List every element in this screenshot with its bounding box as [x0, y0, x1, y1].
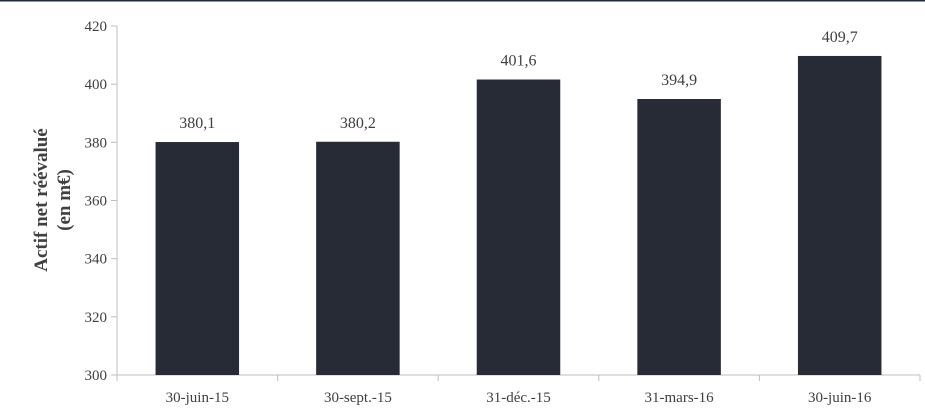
- y-tick-label: 300: [85, 368, 108, 384]
- y-tick-label: 360: [85, 194, 108, 210]
- y-axis-title-line-2: (en m€): [54, 169, 75, 231]
- data-labels: 380,1 380,2 401,6 394,9 409,7: [179, 29, 857, 132]
- data-label: 401,6: [501, 53, 537, 70]
- bar: [476, 79, 561, 375]
- y-axis-title: Actif net réévalué (en m€): [31, 128, 75, 272]
- bar: [155, 142, 240, 375]
- bar: [797, 55, 882, 375]
- bar: [316, 141, 400, 375]
- y-axis: 300 320 340 360 380 400 420: [85, 19, 118, 384]
- data-label: 380,1: [179, 115, 215, 132]
- x-tick-label: 31-mars-16: [645, 390, 715, 406]
- y-tick-label: 320: [85, 310, 108, 326]
- x-tick-label: 30-juin-16: [808, 390, 872, 406]
- y-tick-label: 420: [85, 19, 108, 35]
- data-label: 380,2: [340, 115, 376, 132]
- data-label: 394,9: [661, 72, 697, 89]
- y-tick-label: 400: [85, 77, 108, 93]
- x-tick-label: 30-sept.-15: [324, 390, 392, 406]
- data-label: 409,7: [822, 29, 858, 46]
- y-axis-title-line-1: Actif net réévalué: [31, 128, 52, 272]
- bars: [155, 55, 882, 375]
- x-axis: 30-juin-15 30-sept.-15 31-déc.-15 31-mars-1…: [116, 374, 921, 406]
- y-tick-label: 380: [85, 135, 108, 151]
- x-tick-label: 31-déc.-15: [486, 390, 551, 406]
- y-tick-label: 340: [85, 252, 108, 268]
- bar: [637, 98, 721, 375]
- x-tick-label: 30-juin-15: [166, 390, 229, 406]
